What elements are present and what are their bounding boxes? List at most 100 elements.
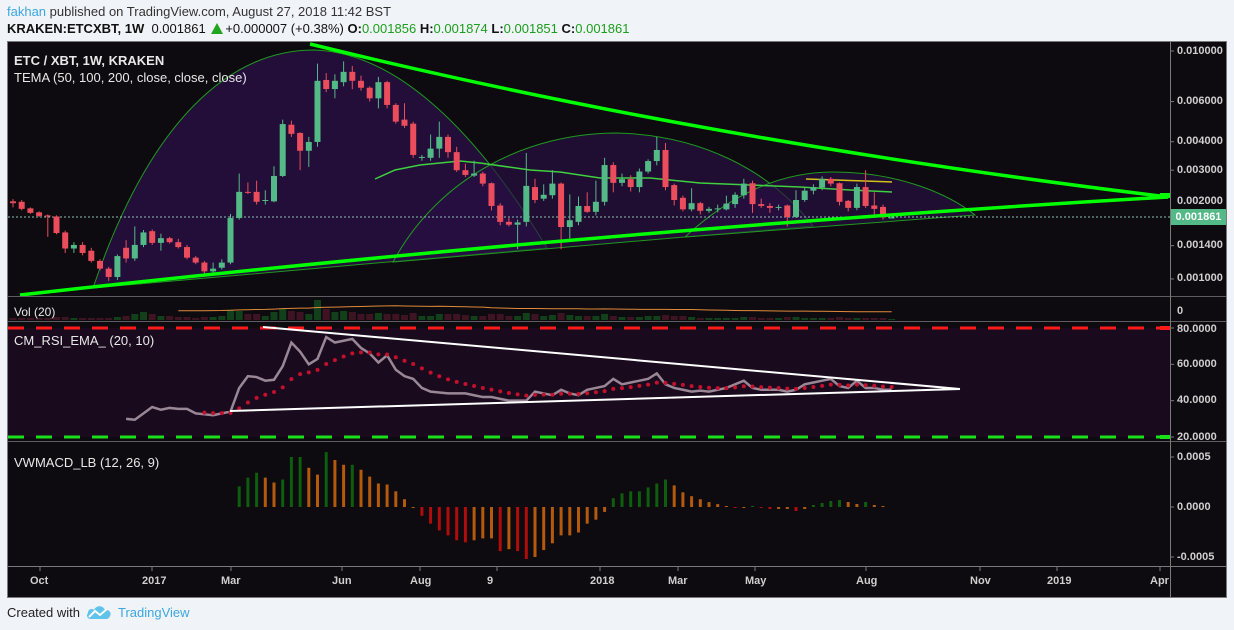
- candle-body: [836, 183, 843, 202]
- candle-body: [401, 119, 408, 126]
- volume-bar: [44, 318, 52, 320]
- rsi-ema-dot: [298, 372, 303, 377]
- rsi-lower-marker: [1160, 435, 1170, 439]
- candle-down: [584, 192, 591, 213]
- rsi-axis-label: 60.0000: [1177, 357, 1217, 370]
- macd-bar: [281, 479, 285, 507]
- candle-up: [427, 134, 434, 161]
- time-axis-label: Aug: [856, 575, 878, 587]
- volume-bar: [61, 317, 69, 320]
- close-value: 0.001861: [575, 21, 630, 36]
- macd-bar: [324, 452, 328, 507]
- rsi-lower-trendline[interactable]: [229, 388, 961, 412]
- rsi-ema-dot: [315, 367, 320, 372]
- volume-bar: [836, 317, 843, 320]
- time-axis-label: 9: [487, 575, 494, 587]
- candle-down: [479, 171, 486, 187]
- macd-bar: [403, 499, 406, 507]
- upper-trendline[interactable]: [309, 42, 1169, 199]
- time-axis-label: Jun: [332, 575, 352, 587]
- time-axis-label: Oct: [30, 575, 49, 587]
- candle-body: [10, 201, 16, 204]
- volume-sma-line: [178, 305, 892, 313]
- volume-bar: [227, 310, 234, 320]
- macd-bar: [463, 507, 467, 543]
- candle-body: [410, 123, 417, 155]
- volume-bar: [653, 316, 661, 320]
- candle-body: [819, 178, 826, 188]
- candle-body: [888, 217, 895, 219]
- candle-body: [488, 183, 495, 206]
- candle-body: [105, 268, 112, 277]
- rsi-ema-dot: [533, 392, 537, 397]
- volume-bar: [427, 316, 435, 320]
- macd-bar: [585, 507, 589, 524]
- volume-bar: [670, 316, 678, 320]
- candle-body: [244, 191, 251, 193]
- price-axis-label: 0.001000: [1177, 272, 1223, 285]
- macd-bar: [707, 502, 711, 507]
- macd-axis-label: 0.0000: [1177, 500, 1211, 513]
- rsi-line: [125, 335, 892, 422]
- volume-bar: [888, 319, 896, 320]
- candle-body: [445, 136, 451, 153]
- volume-bar: [70, 318, 78, 320]
- candle-body: [636, 171, 643, 188]
- volume-bar: [644, 316, 652, 320]
- time-axis-label: Apr: [1150, 575, 1169, 587]
- author-link[interactable]: fakhan: [7, 4, 47, 19]
- volume-bar: [235, 311, 243, 320]
- volume-bar: [749, 317, 756, 320]
- candle-body: [149, 231, 156, 243]
- price-change: +0.000007 (+0.38%): [225, 21, 344, 36]
- rsi-upper-trendline[interactable]: [262, 326, 961, 390]
- volume-bar: [418, 316, 426, 320]
- macd-bar: [716, 504, 720, 507]
- lower-trendline[interactable]: [19, 195, 1169, 297]
- volume-bar: [731, 318, 739, 320]
- rsi-ema-dot: [820, 383, 825, 388]
- candle-up: [279, 119, 286, 178]
- macd-pane-title: VWMACD_LB (12, 26, 9): [14, 455, 160, 470]
- candle-up: [549, 170, 556, 199]
- candle-body: [679, 197, 686, 210]
- volume-bar: [148, 314, 156, 320]
- rsi-ema-dot: [559, 391, 564, 396]
- candle-down: [836, 182, 843, 206]
- rsi-ema-dot: [637, 383, 642, 388]
- candle-up: [653, 136, 660, 166]
- volume-bar: [801, 318, 809, 320]
- macd-bar: [829, 501, 833, 507]
- candle-up: [236, 173, 243, 220]
- low-value: 0.001851: [503, 21, 558, 36]
- macd-bar: [664, 479, 667, 507]
- tradingview-cloud-icon[interactable]: [86, 604, 112, 620]
- rsi-ema-dot: [672, 381, 677, 386]
- macd-bar: [246, 477, 250, 507]
- volume-bar: [131, 314, 139, 320]
- candle-up: [523, 152, 530, 227]
- candle-up: [775, 204, 782, 211]
- open-label: O:: [347, 21, 362, 36]
- candle-down: [149, 229, 156, 245]
- candle-body: [749, 183, 756, 205]
- candle-body: [279, 124, 286, 176]
- candle-down: [366, 86, 373, 102]
- volume-bar: [766, 318, 774, 320]
- candle-down: [453, 146, 460, 172]
- rsi-ema-dot: [489, 387, 494, 392]
- candle-body: [201, 262, 208, 272]
- candle-down: [323, 73, 330, 93]
- rsi-ema-dots: [202, 350, 894, 416]
- candle-body: [166, 238, 173, 243]
- macd-bar: [742, 507, 746, 508]
- candle-up: [471, 160, 478, 178]
- macd-bar: [698, 499, 702, 507]
- candle-down: [10, 199, 16, 208]
- rsi-ema-dot: [724, 386, 729, 391]
- rsi-ema-dot: [454, 379, 459, 384]
- tradingview-link[interactable]: TradingView: [117, 604, 190, 620]
- volume-bar: [792, 317, 800, 320]
- volume-bar: [453, 314, 461, 320]
